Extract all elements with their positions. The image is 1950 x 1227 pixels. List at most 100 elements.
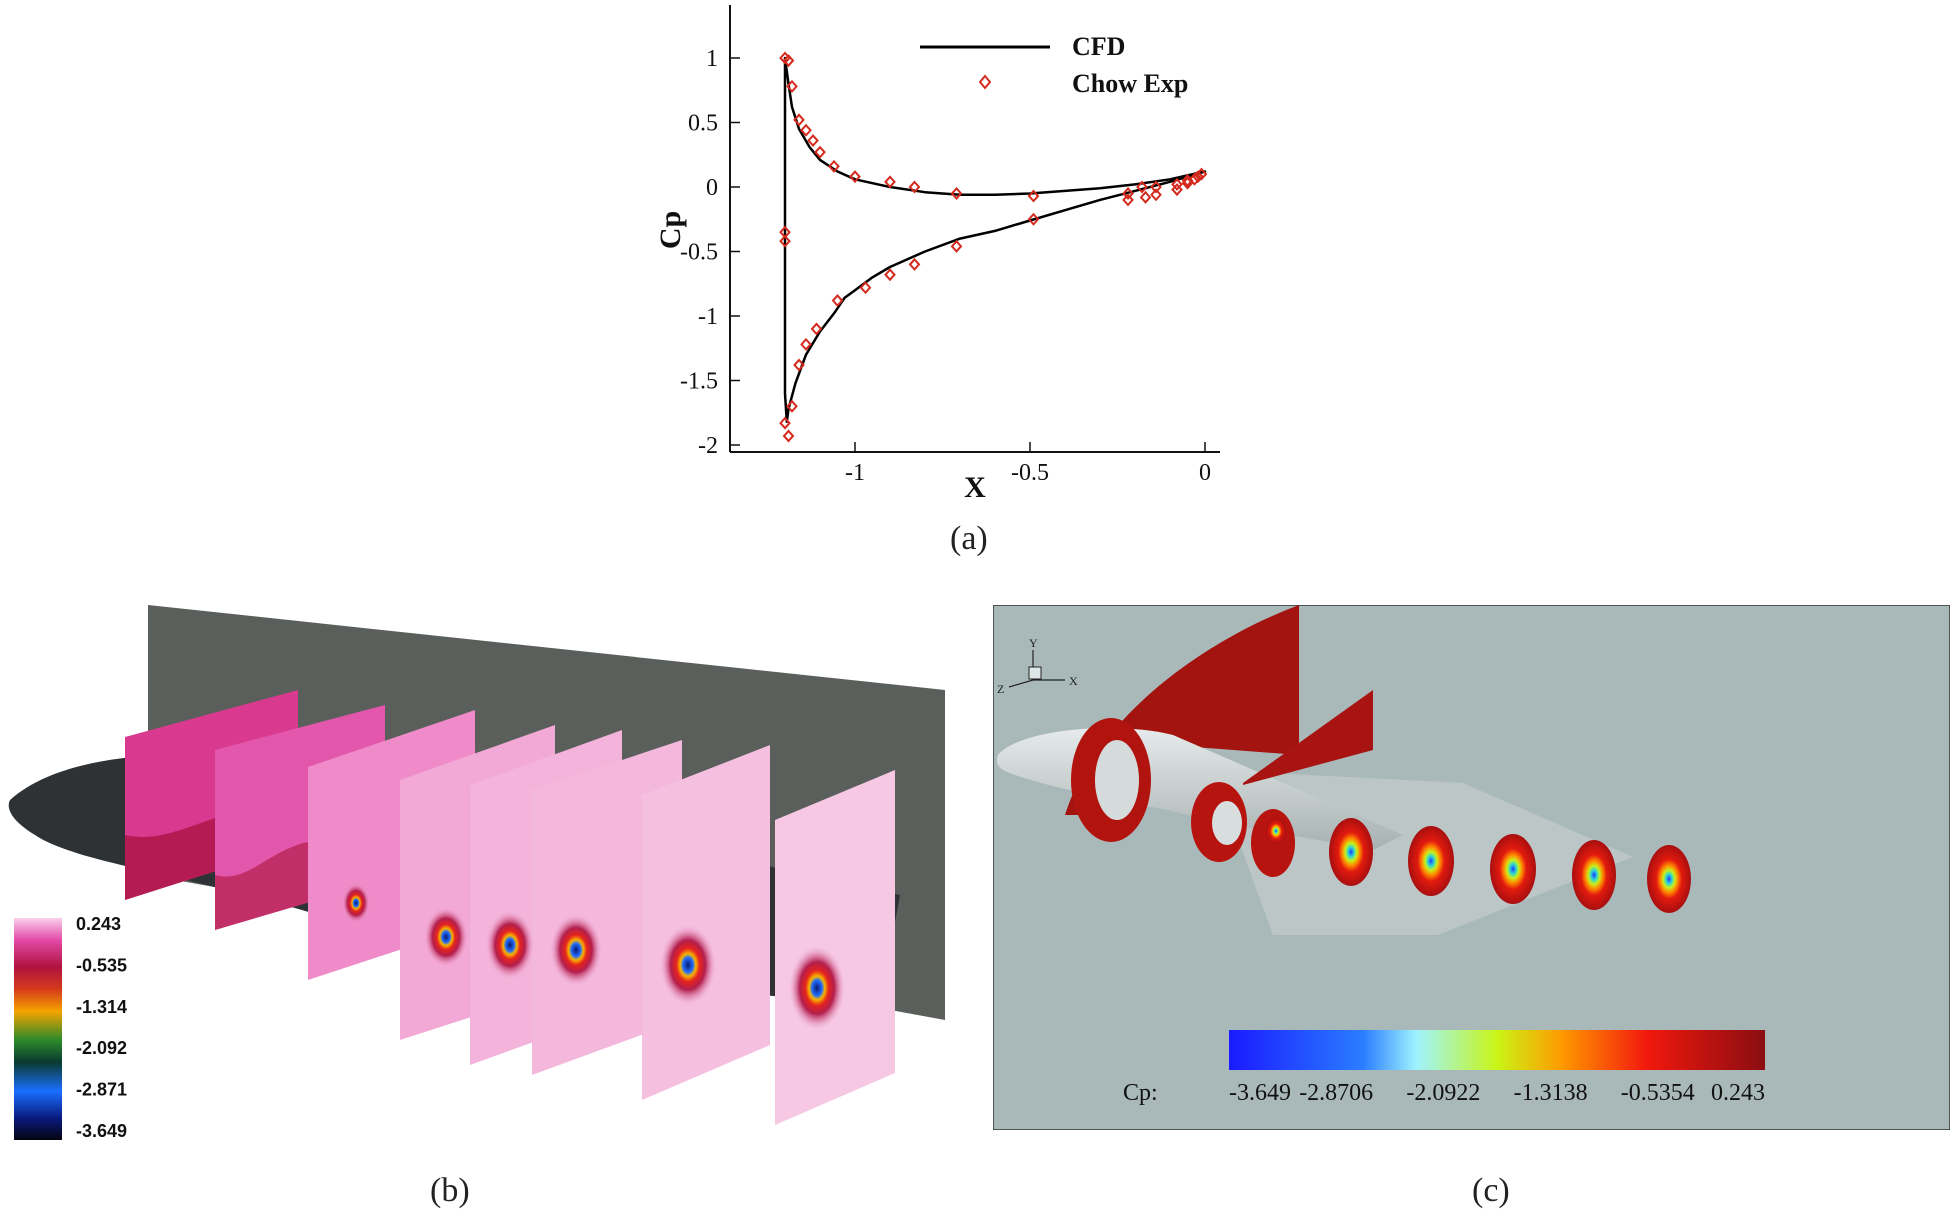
vortex-disc-6 (1572, 840, 1616, 910)
exp-point (1139, 190, 1152, 204)
exp-point (884, 175, 896, 189)
vortex-core-5 (486, 911, 534, 979)
y-tick-label: 0.5 (688, 111, 718, 137)
exp-point (849, 170, 861, 184)
y-axis-title: Cp (654, 211, 687, 249)
series-layer (779, 51, 1208, 443)
exp-point (908, 180, 921, 194)
vortex-disc-2-core (1266, 818, 1286, 844)
colorbar-b-label: -1.314 (76, 997, 127, 1017)
panel-b-vortex-slices: 0.243 -0.535 -1.314 -2.092 -2.871 -3.649 (8, 605, 945, 1141)
colorbar-c-label: 0.243 (1711, 1080, 1765, 1106)
exp-point (908, 257, 921, 271)
cfd-line (783, 56, 1207, 424)
vortex-collar-1-inner (1095, 740, 1139, 820)
colorbar-c-label: -2.0922 (1406, 1080, 1480, 1106)
exp-point (884, 268, 896, 282)
exp-point (793, 113, 805, 127)
exp-point (1122, 186, 1134, 200)
exp-point (1136, 180, 1148, 194)
exp-point (810, 322, 823, 336)
vortex-core-7 (660, 925, 716, 1005)
panel-c-cfd-render: Y X Z Cp: -3.649 -2.8706 -2.0922 -1.3138 -0.… (993, 605, 1950, 1130)
x-tick-label: 0 (1199, 460, 1211, 486)
caption-b: (b) (430, 1172, 470, 1209)
y-ticks: 1 0.5 0 -0.5 -1 -1.5 -2 (680, 46, 740, 459)
x-axis-title: X (964, 471, 986, 500)
slice-7 (642, 745, 770, 1100)
exp-point (1150, 180, 1162, 194)
colorbar-c-label: -2.8706 (1299, 1080, 1373, 1106)
exp-point (782, 54, 795, 68)
vortex-disc-7 (1647, 845, 1691, 913)
y-tick-label: -1 (698, 304, 718, 330)
exp-point (1027, 212, 1040, 226)
y-tick-label: 1 (706, 46, 718, 72)
exp-point (793, 358, 805, 372)
vortex-disc-3 (1329, 818, 1373, 886)
exp-point (1195, 167, 1208, 181)
vortex-disc-5 (1490, 834, 1536, 904)
vortex-disc-1-inner (1212, 801, 1242, 845)
axis-triad-x: X (1069, 674, 1078, 688)
exp-point (1188, 172, 1201, 186)
axis-triad-y: Y (1029, 636, 1038, 650)
exp-point (1181, 176, 1194, 190)
y-tick-label: -2 (698, 433, 718, 459)
exp-point (786, 79, 798, 93)
colorbar-c-label: -3.649 (1229, 1080, 1291, 1106)
colorbar-c-labels: -3.649 -2.8706 -2.0922 -1.3138 -0.5354 0.243 (1229, 1080, 1765, 1106)
legend-exp-marker (978, 74, 992, 90)
exp-point (828, 159, 840, 173)
colorbar-b-label: 0.243 (76, 914, 121, 934)
legend: CFD Chow Exp (920, 32, 1188, 98)
exp-point (782, 429, 795, 443)
colorbar-c-label: -1.3138 (1514, 1080, 1588, 1106)
x-ticks: -1 -0.5 0 (845, 442, 1211, 486)
exp-point (1171, 177, 1183, 191)
legend-cfd-label: CFD (1072, 32, 1125, 61)
exp-point (779, 416, 791, 430)
colorbar-c (1229, 1030, 1765, 1070)
caption-a: (a) (950, 520, 988, 557)
exp-point (859, 281, 872, 295)
exp-point (950, 186, 963, 200)
y-tick-label: -1.5 (680, 369, 718, 395)
vortex-core-8 (789, 946, 845, 1030)
exp-point (1122, 193, 1134, 207)
colorbar-b-labels: 0.243 -0.535 -1.314 -2.092 -2.871 -3.649 (76, 914, 127, 1141)
colorbar-b-label: -3.649 (76, 1121, 127, 1141)
vortex-disc-4 (1408, 826, 1454, 896)
exp-point (807, 134, 819, 148)
vortex-core-6 (550, 914, 602, 986)
exp-point (800, 123, 812, 137)
vortex-core-3 (342, 883, 370, 923)
colorbar-b-label: -0.535 (76, 955, 127, 975)
x-tick-label: -1 (845, 460, 865, 486)
cp-distribution-chart: 1 0.5 0 -0.5 -1 -1.5 -2 -1 -0.5 0 Cp X CFD Chow … (654, 5, 1220, 500)
colorbar-b-label: -2.092 (76, 1038, 127, 1058)
legend-exp-label: Chow Exp (1072, 69, 1188, 98)
x-tick-label: -0.5 (1011, 460, 1049, 486)
y-tick-label: -0.5 (680, 240, 718, 266)
vortex-core-4 (424, 907, 468, 967)
plot-frame (729, 5, 1220, 453)
axis-triad-z: Z (997, 682, 1004, 696)
caption-c: (c) (1472, 1172, 1510, 1209)
slice-8 (775, 770, 895, 1125)
colorbar-b (14, 918, 62, 1140)
axis-triad: Y X Z (997, 636, 1078, 696)
y-tick-label: 0 (706, 175, 718, 201)
upper-delta-wing (1243, 690, 1373, 785)
colorbar-b-label: -2.871 (76, 1080, 127, 1100)
exp-point (1150, 188, 1162, 202)
exp-point (1171, 183, 1183, 197)
colorbar-c-label: -0.5354 (1621, 1080, 1695, 1106)
exp-point (779, 234, 791, 248)
exp-point (1027, 189, 1040, 203)
colorbar-c-title: Cp: (1123, 1080, 1158, 1106)
exp-point (831, 294, 844, 308)
exp-point (950, 239, 963, 253)
exp-point (814, 145, 826, 159)
exp-point (800, 337, 812, 351)
